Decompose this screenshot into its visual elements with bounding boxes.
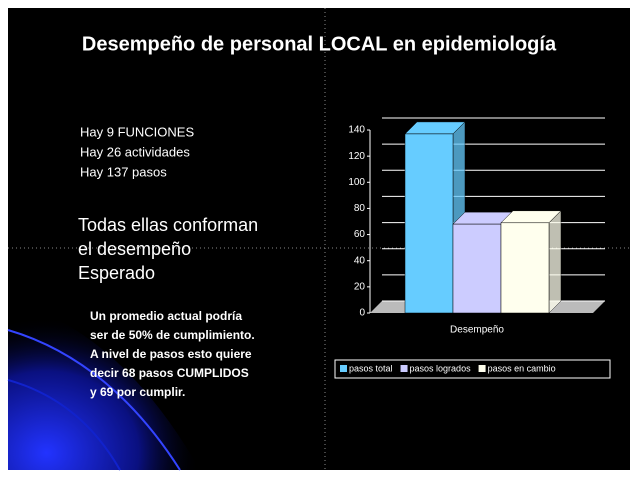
legend-label: pasos logrados	[410, 363, 472, 373]
y-tick-label: 40	[354, 255, 366, 266]
summary-line: Hay 26 actividades	[80, 144, 190, 159]
note-line: A nivel de pasos esto quiere	[90, 347, 252, 361]
y-tick-label: 120	[348, 151, 365, 162]
y-tick-label: 80	[354, 203, 366, 214]
legend-swatch	[340, 365, 347, 372]
y-tick-label: 0	[359, 308, 365, 319]
legend-label: pasos en cambio	[488, 363, 556, 373]
note-line: decir 68 pasos CUMPLIDOS	[90, 366, 249, 380]
note-line: y 69 por cumplir.	[90, 385, 185, 399]
y-tick-label: 100	[348, 177, 365, 188]
y-tick-label: 20	[354, 281, 366, 292]
legend-label: pasos total	[349, 363, 393, 373]
x-tick-label: Desempeño	[450, 325, 504, 336]
legend-swatch	[401, 365, 408, 372]
y-tick-label: 60	[354, 229, 366, 240]
statement-line: Todas ellas conforman	[78, 215, 258, 235]
bar	[453, 224, 501, 313]
bar-side	[549, 211, 561, 313]
legend-swatch	[479, 365, 486, 372]
statement-line: Esperado	[78, 263, 155, 283]
bar	[501, 223, 549, 313]
bar	[405, 134, 453, 313]
slide-title: Desempeño de personal LOCAL en epidemiol…	[82, 33, 557, 55]
statement-line: el desempeño	[78, 239, 191, 259]
summary-line: Hay 137 pasos	[80, 164, 167, 179]
note-line: ser de 50% de cumplimiento.	[90, 328, 255, 342]
summary-line: Hay 9 FUNCIONES	[80, 124, 194, 139]
y-tick-label: 140	[348, 125, 365, 136]
slide: Desempeño de personal LOCAL en epidemiol…	[0, 0, 638, 482]
note-line: Un promedio actual podría	[90, 309, 242, 323]
